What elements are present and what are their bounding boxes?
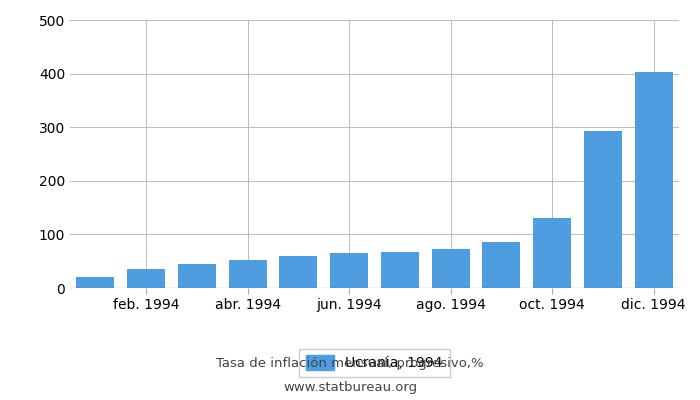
- Bar: [178, 264, 216, 288]
- Bar: [533, 218, 571, 288]
- Bar: [229, 260, 267, 288]
- Bar: [482, 242, 520, 288]
- Text: www.statbureau.org: www.statbureau.org: [283, 382, 417, 394]
- Bar: [584, 132, 622, 288]
- Bar: [381, 252, 419, 288]
- Bar: [635, 72, 673, 288]
- Text: Tasa de inflación mensual, progresivo,%: Tasa de inflación mensual, progresivo,%: [216, 358, 484, 370]
- Bar: [76, 277, 114, 288]
- Bar: [330, 253, 368, 288]
- Bar: [127, 269, 165, 288]
- Legend: Ucrania, 1994: Ucrania, 1994: [300, 348, 449, 377]
- Bar: [432, 250, 470, 288]
- Bar: [279, 256, 317, 288]
